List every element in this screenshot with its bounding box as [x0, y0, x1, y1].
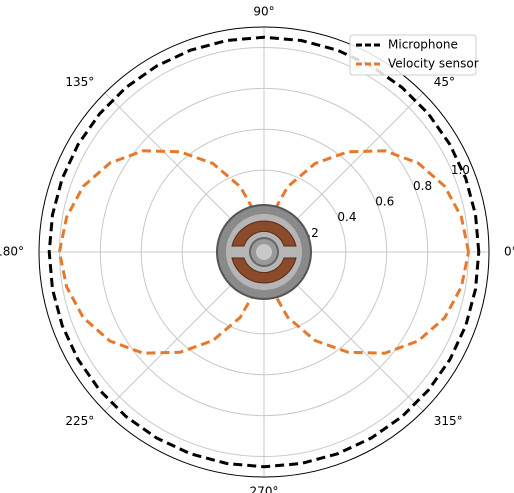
angle-tick-label: 315° [434, 414, 463, 428]
angle-tick-label: 135° [65, 75, 94, 89]
angle-tick-label: 225° [65, 414, 94, 428]
angle-tick-label: 270° [250, 485, 279, 493]
legend-label: Microphone [388, 38, 458, 52]
legend: Microphone Velocity sensor [349, 34, 479, 76]
radial-tick-label: 0.8 [413, 179, 432, 193]
microphone-image [216, 204, 312, 300]
series-line [57, 149, 471, 355]
legend-label: Velocity sensor [388, 57, 479, 71]
legend-box [349, 34, 477, 76]
polar-frame [38, 26, 490, 478]
angle-tick-label: 0° [504, 245, 514, 259]
radial-tick-label: 0.4 [337, 210, 356, 224]
radial-tick-label: 0.6 [375, 194, 394, 208]
angle-tick-label: 180° [0, 245, 24, 259]
angle-tick-label: 90° [253, 5, 274, 19]
angle-tick-label: 45° [434, 75, 455, 89]
